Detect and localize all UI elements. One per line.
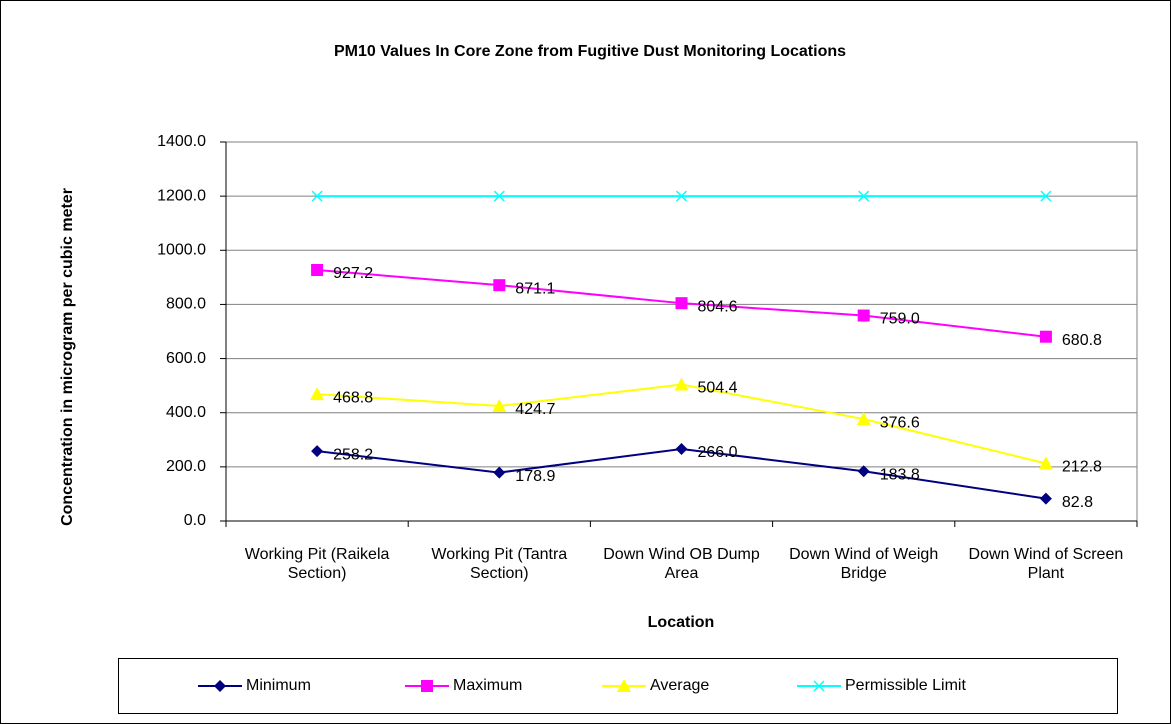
x-tick-label: Down Wind OB Dump Area [603, 546, 760, 582]
data-label: 376.6 [880, 414, 920, 431]
marker [493, 466, 506, 479]
y-tick-label: 1400.0 [157, 133, 206, 150]
marker [1038, 456, 1053, 470]
y-tick-label: 600.0 [166, 350, 206, 367]
marker [311, 190, 323, 202]
marker [856, 412, 871, 426]
y-axis-title: Concentration in microgram per cubic met… [59, 188, 76, 526]
marker [1039, 330, 1052, 343]
data-label: 680.8 [1062, 332, 1102, 349]
data-label: 504.4 [698, 380, 738, 397]
marker [675, 190, 688, 202]
marker [310, 387, 325, 401]
y-tick-label: 1000.0 [157, 242, 206, 259]
data-label: 178.9 [515, 468, 555, 485]
y-tick-label: 200.0 [166, 458, 206, 475]
y-tick-label: 1200.0 [157, 187, 206, 204]
marker [214, 680, 226, 692]
data-label: 266.0 [698, 444, 738, 461]
marker [493, 190, 505, 202]
data-label: 183.8 [880, 466, 920, 483]
data-label: 804.6 [698, 298, 738, 315]
x-tick-label: Working Pit (Tantra Section) [431, 546, 568, 582]
x-axis-title: Location [648, 614, 715, 631]
data-label: 927.2 [333, 265, 373, 282]
y-tick-label: 800.0 [166, 296, 206, 313]
marker [858, 190, 870, 202]
x-tick-label: Down Wind of Screen Plant [968, 546, 1124, 582]
data-label: 82.8 [1062, 494, 1093, 511]
data-label: 424.7 [515, 401, 555, 418]
marker [311, 445, 324, 458]
legend-label: Average [650, 677, 709, 694]
data-label: 258.2 [333, 446, 373, 463]
marker [617, 679, 631, 692]
y-tick-label: 0.0 [184, 512, 206, 529]
data-label: 212.8 [1062, 459, 1102, 476]
legend-label: Maximum [453, 677, 522, 694]
marker [675, 297, 688, 310]
y-tick-label: 400.0 [166, 404, 206, 421]
x-tick-label: Down Wind of Weigh Bridge [789, 546, 939, 582]
legend-label: Minimum [246, 677, 311, 694]
marker [421, 680, 433, 692]
marker [493, 279, 506, 292]
data-label: 871.1 [515, 280, 555, 297]
marker [857, 465, 870, 478]
marker [675, 442, 688, 455]
marker [813, 680, 825, 692]
marker [1039, 492, 1052, 505]
marker [1040, 190, 1052, 202]
x-tick-label: Working Pit (Raikela Section) [244, 546, 390, 582]
marker [674, 377, 689, 391]
data-label: 468.8 [333, 389, 373, 406]
chart-title: PM10 Values In Core Zone from Fugitive D… [334, 43, 846, 60]
legend-label: Permissible Limit [845, 677, 966, 694]
marker [857, 309, 870, 322]
marker [311, 263, 324, 276]
marker [492, 399, 507, 413]
data-label: 759.0 [880, 311, 920, 328]
